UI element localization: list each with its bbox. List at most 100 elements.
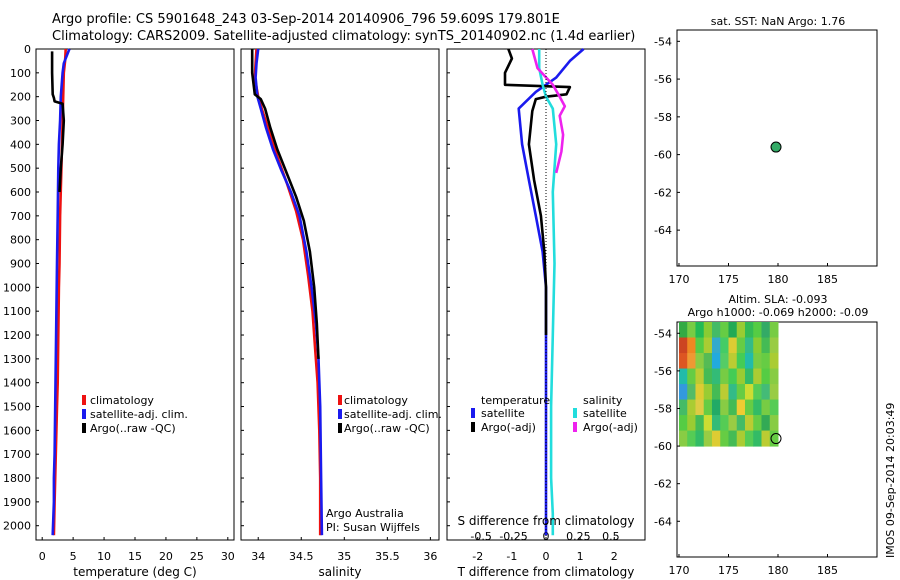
sla-cell <box>769 337 779 354</box>
sla-cell <box>678 337 688 354</box>
sla-cell <box>761 415 771 432</box>
sla-cell <box>753 415 762 432</box>
header-line-1: Argo profile: CS 5901648_243 03-Sep-2014… <box>52 12 560 27</box>
sla-cell <box>678 430 688 447</box>
x-tick-label: 34.5 <box>289 550 314 563</box>
legend-label-argo: Argo(..raw -QC) <box>90 422 176 435</box>
series-argo-raw-qc- <box>250 49 320 359</box>
sla-cell <box>703 399 713 416</box>
legend-swatch-satellite <box>338 409 342 419</box>
salinity-legend: climatology satellite-adj. clim. Argo(..… <box>338 394 442 435</box>
sla-cell <box>678 415 688 432</box>
sla-cell <box>728 337 738 354</box>
legend-label-temp-satellite: satellite <box>481 407 525 420</box>
x-tick-label: -1 <box>506 550 517 563</box>
annotation-argo-australia: Argo Australia <box>326 507 404 520</box>
axis-ticks: 0100200300400500600700800900100011001200… <box>3 35 838 577</box>
salinity-xlabel: salinity <box>318 565 361 579</box>
lon-tick-label: 175 <box>718 273 739 286</box>
legend-swatch-climatology <box>82 395 86 405</box>
sla-cell <box>769 399 779 416</box>
sla-cell <box>728 384 738 401</box>
lon-tick-label: 185 <box>817 273 838 286</box>
sla-cell <box>711 430 721 447</box>
legend-swatch-argo <box>82 423 86 433</box>
depth-tick-label: 200 <box>10 91 31 104</box>
depth-tick-label: 800 <box>10 234 31 247</box>
x-tick-label: 36 <box>423 550 437 563</box>
sla-cell <box>736 353 746 370</box>
temperature-legend: climatology satellite-adj. clim. Argo(..… <box>82 394 188 435</box>
legend-swatch-temp-argo <box>471 422 475 432</box>
top-x-tick-label: -0.5 <box>470 530 491 543</box>
x-tick-label: 2 <box>611 550 618 563</box>
sla-cell <box>769 353 779 370</box>
depth-tick-label: 700 <box>10 210 31 223</box>
depth-tick-label: 100 <box>10 67 31 80</box>
sla-cell <box>753 337 762 354</box>
sla-cell <box>744 322 754 339</box>
x-tick-label: 20 <box>159 550 173 563</box>
series-lines <box>50 48 585 536</box>
sla-cell <box>720 322 729 339</box>
lon-tick-label: 185 <box>817 564 838 577</box>
legend-swatch-argo <box>338 423 342 433</box>
lat-tick-label: -64 <box>654 224 672 237</box>
sla-cell <box>687 384 696 401</box>
sla-cell <box>695 368 705 385</box>
sla-cell <box>720 399 729 416</box>
sla-cell <box>720 337 729 354</box>
depth-tick-label: 0 <box>24 43 31 56</box>
legend-swatch-climatology <box>338 395 342 405</box>
lon-tick-label: 175 <box>718 564 739 577</box>
sla-cell <box>720 368 729 385</box>
depth-tick-label: 1400 <box>3 377 31 390</box>
series-argo-raw-qc- <box>50 51 66 193</box>
x-tick-label: 34 <box>251 550 265 563</box>
legend-label-argo: Argo(..raw -QC) <box>344 422 430 435</box>
depth-tick-label: 1100 <box>3 305 31 318</box>
sla-cell <box>761 430 771 447</box>
argo-position-markers <box>770 141 782 445</box>
legend-label-satellite: satellite-adj. clim. <box>344 408 442 421</box>
top-x-tick-label: 0.5 <box>602 530 620 543</box>
x-tick-label: 0 <box>543 550 550 563</box>
sla-cell <box>769 368 779 385</box>
legend-swatch-sal-satellite <box>573 408 577 418</box>
argo-position-point <box>770 141 782 153</box>
salinity-panel-frame <box>240 48 440 541</box>
sla-cell <box>769 384 779 401</box>
sla-cell <box>695 322 705 339</box>
legend-label-satellite: satellite-adj. clim. <box>90 408 188 421</box>
sla-heatmap <box>678 322 779 447</box>
legend-label-climatology: climatology <box>90 394 154 407</box>
x-tick-label: -2 <box>472 550 483 563</box>
sla-cell <box>744 415 754 432</box>
sla-cell <box>720 384 729 401</box>
x-tick-label: 35.5 <box>375 550 400 563</box>
legend-label-sal-satellite: satellite <box>583 407 627 420</box>
sla-cell <box>711 399 721 416</box>
sla-cell <box>678 384 688 401</box>
sla-cell <box>753 322 762 339</box>
temperature-panel-frame <box>35 48 235 541</box>
sla-cell <box>720 415 729 432</box>
sla-cell <box>678 399 688 416</box>
depth-tick-label: 2000 <box>3 520 31 533</box>
depth-tick-label: 900 <box>10 258 31 271</box>
depth-tick-label: 1000 <box>3 281 31 294</box>
sla-cell <box>744 337 754 354</box>
sst-map-frame <box>676 29 878 267</box>
sla-cell <box>769 322 779 339</box>
sla-map-subtitle: Argo h1000: -0.069 h2000: -0.09 <box>688 306 869 319</box>
depth-tick-label: 1300 <box>3 353 31 366</box>
sla-cell <box>744 430 754 447</box>
depth-tick-label: 1200 <box>3 329 31 342</box>
sla-cell <box>687 415 696 432</box>
sla-cell <box>695 353 705 370</box>
sla-cell <box>744 368 754 385</box>
lat-tick-label: -60 <box>654 149 672 162</box>
sla-cell <box>687 368 696 385</box>
x-tick-label: 1 <box>577 550 584 563</box>
